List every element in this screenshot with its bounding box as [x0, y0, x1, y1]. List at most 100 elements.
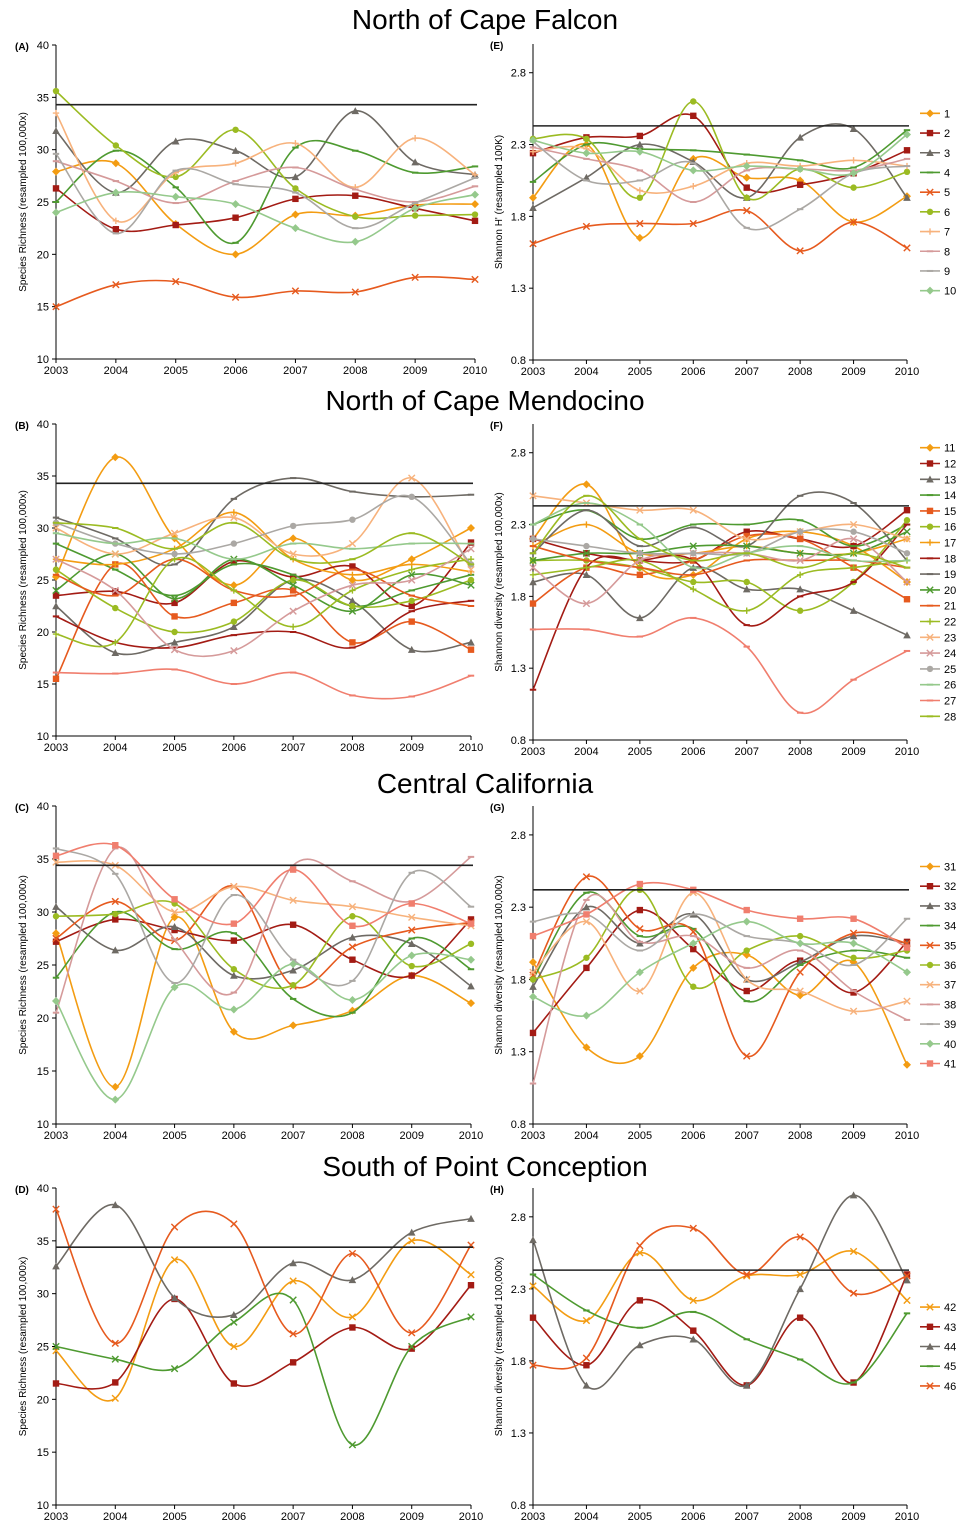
data-point — [636, 1297, 644, 1304]
data-point — [689, 1296, 697, 1305]
data-point — [635, 968, 644, 977]
data-point — [903, 506, 911, 514]
data-point — [903, 1276, 911, 1284]
data-point — [230, 558, 238, 565]
data-point — [582, 1354, 591, 1362]
series-10 — [52, 188, 479, 246]
legend-item-38: 38 — [920, 999, 956, 1011]
series-line-43 — [55, 1284, 472, 1390]
data-point — [349, 516, 356, 523]
x-tick-label: 2004 — [574, 1511, 598, 1523]
legend-marker — [926, 1060, 934, 1067]
data-point — [690, 550, 697, 557]
data-point — [743, 206, 751, 215]
series-group — [529, 1191, 911, 1390]
series-45 — [52, 1292, 475, 1449]
data-point — [689, 1224, 697, 1233]
legend-label: 26 — [944, 680, 956, 692]
data-point — [292, 185, 299, 192]
data-point — [408, 972, 415, 979]
x-tick-label: 2004 — [104, 365, 128, 377]
legend-label: 9 — [944, 266, 950, 278]
legend-marker — [926, 475, 934, 483]
data-point — [289, 966, 297, 974]
data-point — [230, 513, 238, 522]
data-point — [171, 896, 178, 903]
data-point — [903, 168, 911, 176]
data-point — [408, 926, 416, 934]
legend-item-21: 21 — [920, 601, 956, 613]
data-point — [689, 542, 697, 550]
data-point — [408, 1342, 416, 1351]
data-point — [408, 1329, 416, 1337]
x-tick-label: 2007 — [281, 1511, 305, 1523]
data-point — [292, 140, 299, 147]
y-tick-label: 2.3 — [511, 902, 526, 914]
legend-item-34: 34 — [920, 921, 956, 933]
panel-b: 10 15 20 25 30 35 40 2003 2004 2005 2006 2007 2008 20… — [15, 419, 483, 754]
data-point — [529, 968, 537, 976]
legend-marker — [926, 460, 934, 467]
series-26 — [52, 532, 475, 561]
data-point — [636, 614, 644, 622]
x-tick-label: 2009 — [841, 1511, 865, 1523]
data-point — [408, 597, 415, 604]
x-tick-label: 2007 — [281, 1130, 305, 1142]
data-point — [467, 524, 475, 532]
legend-marker — [926, 981, 934, 989]
data-point — [230, 1220, 238, 1228]
series-44 — [529, 1191, 911, 1390]
x-tick-label: 2006 — [222, 742, 246, 754]
series-39 — [52, 847, 475, 987]
data-point — [52, 630, 60, 638]
data-point — [52, 109, 60, 117]
data-point — [636, 132, 644, 140]
legend-item-36: 36 — [920, 960, 956, 972]
data-point — [289, 896, 297, 905]
data-point — [903, 596, 911, 603]
section-title-south-of-point-conception: South of Point Conception — [322, 1151, 648, 1182]
data-point — [289, 1296, 297, 1304]
data-point — [529, 203, 537, 211]
data-point — [796, 528, 804, 535]
legend-marker — [926, 883, 934, 890]
x-tick-label: 2006 — [222, 1130, 246, 1142]
legend-item-26: 26 — [920, 680, 956, 692]
legend-marker — [926, 1303, 934, 1311]
data-point — [52, 208, 60, 217]
data-point — [689, 506, 697, 514]
data-point — [583, 135, 590, 142]
legend-label: 16 — [944, 522, 956, 534]
data-point — [289, 534, 298, 543]
y-tick-label: 10 — [37, 731, 49, 743]
data-point — [582, 873, 591, 881]
data-point — [636, 1249, 644, 1257]
data-point — [903, 147, 911, 154]
series-group — [529, 873, 911, 1085]
y-tick-label: 15 — [37, 679, 49, 691]
data-point — [796, 939, 805, 948]
section-title-north-of-cape-falcon: North of Cape Falcon — [351, 4, 619, 35]
x-tick-label: 2008 — [788, 366, 812, 378]
data-point — [903, 578, 911, 586]
data-point — [291, 287, 300, 295]
legend-item-32: 32 — [920, 881, 956, 893]
data-point — [348, 933, 357, 941]
y-tick-label: 40 — [37, 1183, 49, 1195]
legend-label: 37 — [944, 980, 956, 992]
series-line-5 — [55, 275, 476, 308]
legend-item-12: 12 — [920, 459, 956, 471]
x-tick-label: 2008 — [340, 1511, 364, 1523]
data-point — [52, 858, 60, 866]
series-line-8 — [55, 160, 476, 204]
panel-a: 10 15 20 25 30 35 40 2003 2004 2005 2006 2007 2008 20… — [15, 40, 487, 377]
data-point — [408, 913, 416, 921]
data-point — [348, 1313, 357, 1321]
legend-item-15: 15 — [920, 506, 956, 518]
y-tick-label: 15 — [37, 302, 49, 314]
data-point — [742, 1381, 751, 1389]
legend-item-8: 8 — [920, 246, 950, 258]
x-tick-label: 2010 — [895, 746, 919, 758]
data-point — [529, 1282, 537, 1290]
data-point — [408, 474, 416, 482]
